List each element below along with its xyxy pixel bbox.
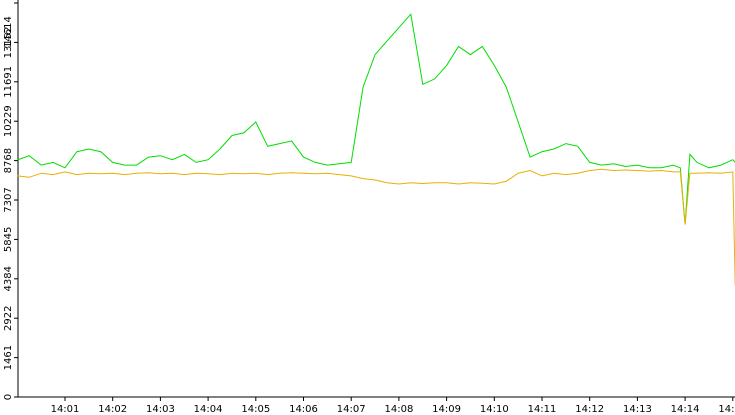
y-tick-label: 4384: [3, 266, 14, 291]
x-tick-label: 14:05: [241, 404, 270, 415]
x-tick-label: 14:10: [480, 404, 509, 415]
x-tick-label: 14:09: [432, 404, 461, 415]
x-tick-label: 14:01: [51, 404, 80, 415]
series-line: [17, 13, 735, 225]
x-tick-label: 14:03: [146, 404, 175, 415]
series-line: [17, 168, 735, 286]
x-tick-label: 14:06: [289, 404, 318, 415]
y-tick-label: 10229: [3, 105, 14, 137]
y-tick-label: 14614: [3, 16, 14, 48]
y-tick-label: 7307: [3, 187, 14, 212]
y-tick-label: 5845: [3, 227, 14, 252]
y-tick-label: 13152: [3, 27, 14, 59]
x-tick-label: 14:08: [384, 404, 413, 415]
x-tick-label: 14:11: [528, 404, 557, 415]
x-tick-label: 14:14: [671, 404, 700, 415]
x-tick-label: 14:04: [194, 404, 223, 415]
y-tick-label: 1461: [3, 345, 14, 370]
x-tick-label: 14:13: [623, 404, 652, 415]
x-tick-label: 14:15: [718, 404, 735, 415]
x-tick-label: 14:12: [575, 404, 604, 415]
y-tick-label: 0: [3, 394, 14, 400]
y-tick-label: 2922: [3, 305, 14, 330]
y-tick-label: 11691: [3, 66, 14, 98]
x-tick-label: 14:07: [337, 404, 366, 415]
y-tick-label: 8768: [3, 148, 14, 173]
x-tick-label: 14:02: [98, 404, 127, 415]
